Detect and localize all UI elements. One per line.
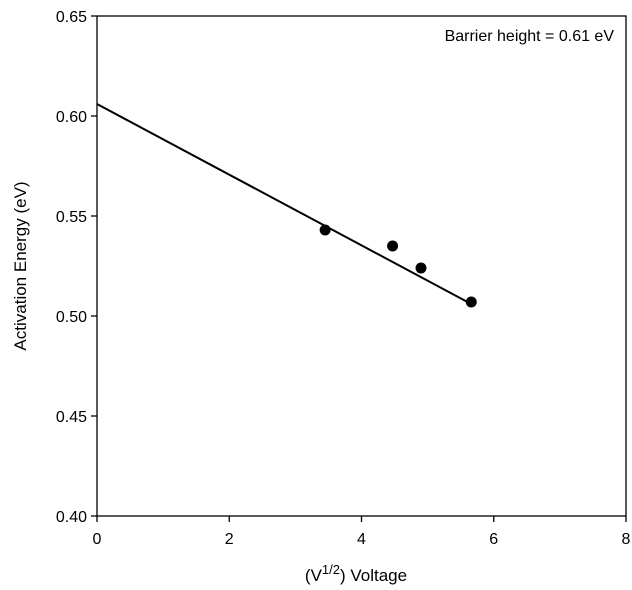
data-point	[465, 296, 477, 308]
y-tick-label: 0.55	[56, 209, 87, 226]
data-point	[319, 224, 331, 236]
y-tick-label: 0.50	[56, 309, 87, 326]
y-tick-label: 0.45	[56, 409, 87, 426]
data-point	[415, 262, 427, 274]
data-point	[387, 240, 399, 252]
x-axis-title-rest: ) Voltage	[340, 566, 407, 585]
y-axis-title: Activation Energy (eV)	[11, 181, 30, 350]
x-tick-label: 6	[489, 531, 498, 548]
fit-line	[96, 103, 472, 305]
y-tick-label: 0.65	[56, 9, 87, 26]
x-tick-label: 4	[357, 531, 366, 548]
x-axis-title: (V1/2) Voltage	[305, 562, 407, 585]
x-axis-title-sup: 1/2	[322, 562, 340, 577]
data-points	[319, 224, 477, 308]
x-axis-title-main: (V	[305, 566, 323, 585]
x-tick-label: 8	[622, 531, 631, 548]
y-tick-label: 0.40	[56, 509, 87, 526]
x-axis: 0 2 4 6 8	[93, 516, 631, 548]
y-tick-label: 0.60	[56, 109, 87, 126]
x-tick-label: 2	[225, 531, 234, 548]
y-axis: 0.40 0.45 0.50 0.55 0.60 0.65	[56, 9, 97, 526]
plot-frame	[96, 15, 627, 517]
annotation-text: Barrier height = 0.61 eV	[445, 28, 615, 45]
x-tick-label: 0	[93, 531, 102, 548]
